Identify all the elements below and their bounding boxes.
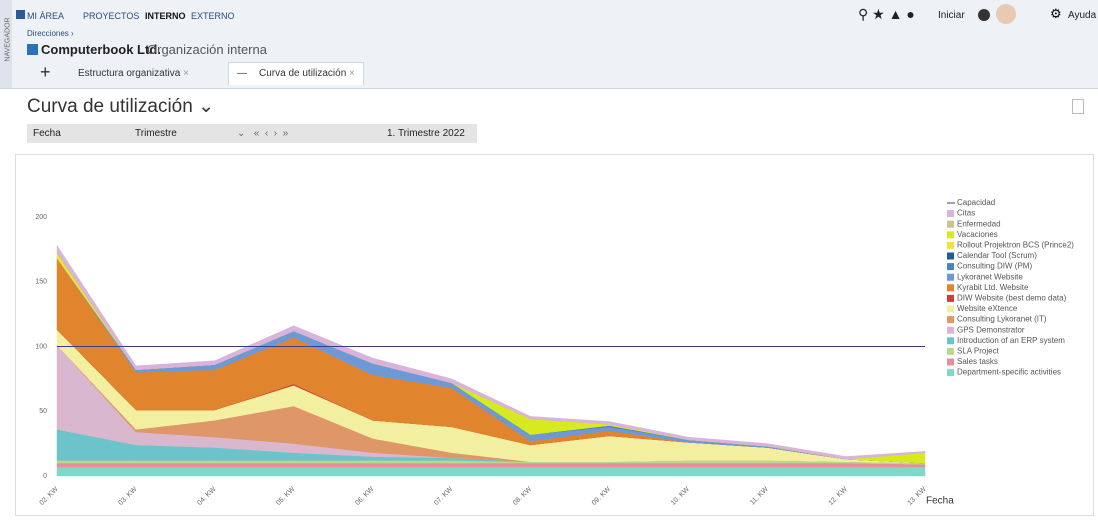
legend-swatch	[947, 210, 954, 217]
legend-label: Lykoranet Website	[957, 272, 1023, 281]
legend-label: Consulting Lykoranet (IT)	[957, 315, 1047, 324]
legend-swatch	[947, 242, 954, 249]
y-tick-label: 50	[39, 408, 47, 415]
legend-swatch	[947, 274, 954, 281]
legend-swatch	[947, 337, 954, 344]
legend-swatch	[947, 284, 954, 291]
legend-swatch	[947, 348, 954, 355]
x-tick-label: 06. KW	[354, 485, 375, 506]
x-tick-label: 10. KW	[670, 485, 691, 506]
x-tick-label: 04. KW	[196, 485, 217, 506]
chart: Fecha 0 50 100 150 200 02. KW 03. KW 04. KW 05. …	[0, 0, 1098, 530]
x-tick-label: 11. KW	[749, 485, 770, 506]
legend-label: Introduction of an ERP system	[957, 336, 1065, 345]
legend-label: Rollout Projektron BCS (Prince2)	[957, 241, 1074, 250]
area	[57, 463, 925, 467]
legend-swatch	[947, 221, 954, 228]
x-tick-label: 13. KW	[907, 485, 928, 506]
x-tick-label: 08. KW	[512, 485, 533, 506]
area	[57, 467, 925, 476]
legend-label: Calendar Tool (Scrum)	[957, 251, 1037, 260]
legend-label: Enfermedad	[957, 219, 1001, 228]
x-tick-label: 05. KW	[275, 485, 296, 506]
legend-label: DIW Website (best demo data)	[957, 294, 1067, 303]
x-tick-label: 07. KW	[433, 485, 454, 506]
legend-label: Sales tasks	[957, 357, 998, 366]
x-tick-label: 12. KW	[828, 485, 849, 506]
y-tick-label: 100	[35, 343, 47, 350]
legend-swatch	[947, 253, 954, 260]
legend-label: Consulting DIW (PM)	[957, 262, 1032, 271]
legend-swatch	[947, 369, 954, 376]
y-tick-label: 0	[43, 473, 47, 480]
x-tick-label: 03. KW	[117, 485, 138, 506]
legend-label: SLA Project	[957, 347, 1000, 356]
legend-swatch	[947, 359, 954, 366]
legend-swatch	[947, 327, 954, 334]
legend-label: Kyrabit Ltd. Website	[957, 283, 1029, 292]
y-tick-label: 200	[35, 214, 47, 221]
legend-label: Website eXtence	[957, 304, 1018, 313]
y-tick-label: 150	[35, 279, 47, 286]
legend-swatch	[947, 316, 954, 323]
legend-swatch	[947, 295, 954, 302]
legend-label: GPS Demonstrator	[957, 325, 1025, 334]
x-tick-label: 02. KW	[39, 485, 60, 506]
legend-label: Vacaciones	[957, 230, 998, 239]
legend-swatch	[947, 306, 954, 313]
legend-label: Capacidad	[957, 198, 995, 207]
page: NAVEGADOR MI ÁREA PROYECTOS INTERNO EXTE…	[0, 0, 1098, 530]
x-axis-label: Fecha	[926, 496, 954, 507]
x-tick-label: 09. KW	[591, 485, 612, 506]
legend-label: Department-specific activities	[957, 368, 1061, 377]
legend-swatch	[947, 231, 954, 238]
legend-label: Citas	[957, 209, 975, 218]
legend-swatch	[947, 263, 954, 270]
